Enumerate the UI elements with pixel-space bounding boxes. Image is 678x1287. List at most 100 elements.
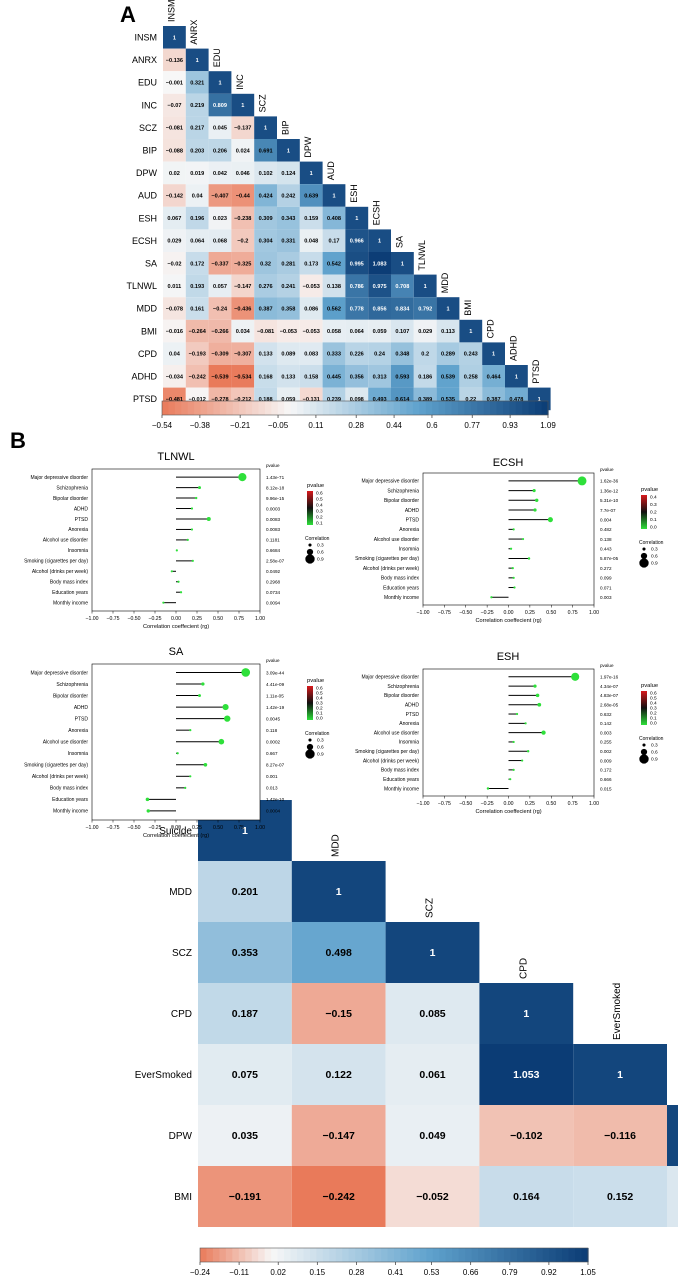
pvalue-label: 8.12e-18	[266, 485, 285, 490]
cell-value: 0.792	[418, 306, 432, 312]
colorbar-segment	[536, 1248, 544, 1262]
colorbar-segment	[329, 401, 337, 415]
colorbar-segment	[239, 401, 247, 415]
lollipop-dot	[218, 738, 225, 745]
trait-label: Schizophrenia	[56, 485, 88, 491]
legend-pvalue-title: pvalue	[307, 483, 324, 489]
cell-value: 0.124	[281, 171, 296, 177]
lollipop-dot	[527, 557, 531, 560]
cell-value: −0.481	[166, 397, 183, 403]
legend-pvalue-tick: 0.2	[316, 706, 323, 712]
heatmap-cell	[345, 206, 369, 230]
pvalue-label: 0.001	[266, 774, 278, 779]
heatmap-cell	[185, 184, 209, 207]
cell-value: 0.024	[236, 148, 251, 154]
cell-value: −0.052	[416, 1191, 449, 1203]
lollipop-dot	[509, 778, 512, 781]
lollipop-dot	[512, 768, 515, 771]
colorbar-segment	[464, 401, 472, 415]
cell-value: −0.264	[189, 329, 207, 335]
heatmap-cell	[163, 252, 186, 275]
colorbar-segment	[206, 1248, 214, 1262]
heatmap-cell	[277, 139, 300, 162]
trait-label: Education years	[52, 590, 88, 596]
x-axis-label: Correlation coeffecient (rg)	[143, 624, 209, 630]
colorbar-segment	[515, 401, 523, 415]
legend-pvalue-tick: 0.3	[650, 502, 657, 508]
colorbar-segment	[522, 401, 530, 415]
cell-value: 0.064	[350, 329, 365, 335]
colorbar-segment	[374, 401, 382, 415]
lollipop-dot	[521, 537, 525, 541]
colorbar-segment	[342, 1248, 350, 1262]
lollipop-dot	[190, 507, 194, 510]
panel-label-A: A	[120, 2, 136, 27]
cell-value: −0.212	[234, 397, 251, 403]
heatmap-cell	[368, 274, 391, 298]
heatmap-cell	[208, 229, 232, 252]
legend-pvalue-tick: 0.6	[650, 691, 657, 697]
panel-label-B: B	[10, 428, 26, 453]
heatmap-cell	[322, 184, 346, 207]
column-label-mdd: MDD	[440, 272, 450, 293]
lollipop-dot	[206, 516, 211, 522]
heatmap-cell	[198, 983, 292, 1044]
colorbar-segment	[387, 401, 395, 415]
colorbar-tick-label: −0.11	[229, 1268, 249, 1277]
cell-value: 1	[355, 216, 358, 222]
legend-pvalue-tick: 0.4	[650, 701, 657, 707]
heatmap-cell	[573, 1166, 667, 1227]
colorbar-segment	[368, 1248, 376, 1262]
heatmap-cell	[185, 342, 209, 365]
cell-value: −0.053	[280, 329, 297, 335]
legend-corr-dot	[640, 552, 648, 560]
colorbar-segment	[219, 401, 227, 415]
cell-value: 0.035	[232, 1130, 258, 1142]
colorbar-segment	[355, 1248, 363, 1262]
colorbar-segment	[232, 401, 240, 415]
heatmap-cell	[345, 274, 369, 298]
legend-corr-dot	[306, 548, 314, 556]
pvalue-label: 0.1181	[266, 538, 280, 543]
cell-value: 0.161	[190, 306, 204, 312]
heatmap-cell	[299, 319, 323, 343]
cell-value: −0.034	[166, 374, 184, 380]
heatmap-cell	[505, 365, 528, 388]
cell-value: 0.348	[395, 352, 409, 358]
colorbar-tick-label: 0.44	[386, 421, 402, 430]
legend-pvalue-tick: 0.0	[650, 721, 657, 727]
cell-value: 0.219	[190, 103, 204, 109]
legend-pvalue-tick: 0.5	[316, 691, 323, 697]
colorbar-segment	[400, 401, 408, 415]
legend-pvalue-tick: 0.5	[316, 497, 323, 503]
legend-pvalue-tick: 0.4	[316, 696, 323, 702]
lollipop-dot	[198, 486, 201, 490]
pvalue-label: 2.68e-05	[600, 703, 619, 708]
legend-corr-dot	[640, 748, 648, 756]
heatmap-cell	[208, 184, 232, 207]
colorbar-segment	[303, 401, 311, 415]
cell-value: 1	[523, 1008, 529, 1020]
pvalue-label: 0.118	[266, 728, 278, 733]
cell-value: −0.02	[167, 261, 181, 267]
legend-pvalue-tick: 0.2	[650, 510, 657, 516]
heatmap-cell	[231, 139, 255, 162]
heatmap-cell	[198, 861, 292, 922]
legend-pvalue-tick: 0.3	[316, 509, 323, 515]
colorbar-segment	[348, 1248, 356, 1262]
legend-corr-dot	[305, 554, 315, 564]
trait-label: PTSD	[75, 716, 89, 722]
cell-value: 0.045	[213, 126, 227, 132]
x-axis-label: Correlation coeffecient (rg)	[143, 833, 209, 839]
colorbar-segment	[290, 401, 298, 415]
lollipop-dot	[176, 752, 179, 755]
colorbar-segment	[490, 401, 498, 415]
trait-label: Monthly income	[384, 595, 419, 601]
lollipop-dot	[224, 715, 231, 722]
colorbar-segment	[452, 1248, 460, 1262]
x-tick-label: 0.50	[546, 610, 556, 616]
cell-value: 0.138	[327, 284, 341, 290]
lollipop-dot	[186, 538, 189, 542]
legend-pvalue-tick: 0.1	[650, 517, 657, 523]
column-label-bmi: BMI	[463, 300, 473, 316]
